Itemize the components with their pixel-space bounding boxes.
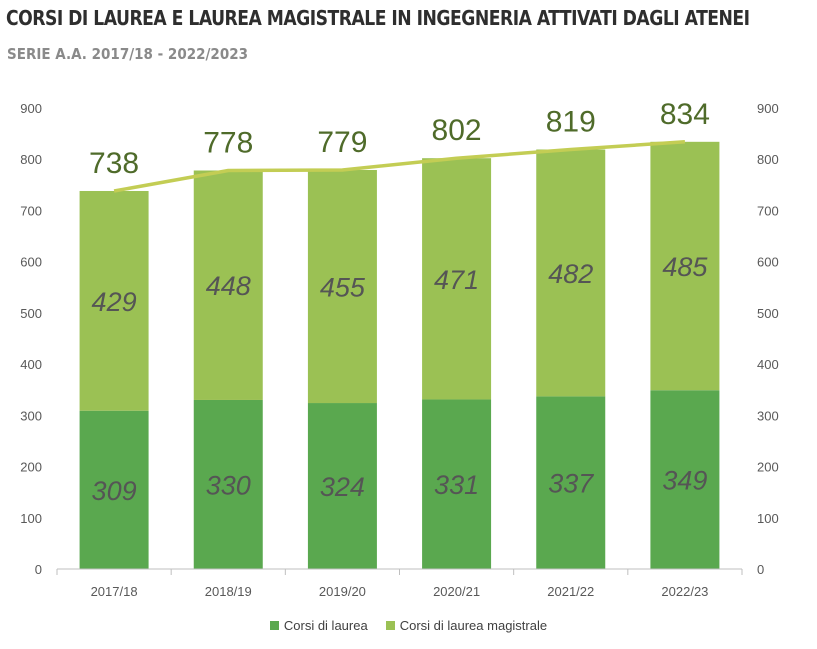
bar-magistrale <box>650 141 720 391</box>
y-tick-left-label: 200 <box>20 460 42 475</box>
data-label-laurea: 324 <box>320 472 365 502</box>
total-label: 738 <box>89 147 139 180</box>
y-tick-right-label: 0 <box>757 562 764 577</box>
bar-laurea <box>422 399 492 569</box>
data-label-laurea: 337 <box>548 469 594 499</box>
total-label: 778 <box>203 126 253 159</box>
data-label-laurea: 349 <box>662 466 707 496</box>
legend-swatch-magistrale <box>385 621 395 630</box>
x-tick-label: 2021/22 <box>547 584 594 599</box>
bar-magistrale <box>422 158 492 400</box>
legend-swatch-laurea <box>269 621 279 630</box>
y-tick-right-label: 700 <box>757 203 779 218</box>
data-label-magistrale: 429 <box>92 287 137 317</box>
y-tick-left-label: 300 <box>20 408 42 423</box>
chart-title: CORSI DI LAUREA E LAUREA MAGISTRALE IN I… <box>6 6 750 30</box>
bar-magistrale <box>193 170 263 400</box>
bar-laurea <box>650 390 720 569</box>
x-tick-label: 2022/23 <box>661 584 708 599</box>
chart-subtitle: SERIE A.A. 2017/18 - 2022/2023 <box>7 45 249 63</box>
y-tick-right-label: 200 <box>757 460 779 475</box>
data-label-laurea: 309 <box>92 476 137 506</box>
y-tick-right-label: 500 <box>757 306 779 321</box>
y-tick-right-label: 300 <box>757 408 779 423</box>
data-label-magistrale: 455 <box>320 273 366 303</box>
data-label-magistrale: 448 <box>206 271 251 301</box>
y-tick-left-label: 600 <box>20 255 42 270</box>
y-tick-left-label: 500 <box>20 306 42 321</box>
legend-item-laurea: Corsi di laurea <box>269 618 368 633</box>
legend: Corsi di laurea Corsi di laurea magistra… <box>0 618 817 633</box>
bar-laurea <box>307 403 377 569</box>
total-line <box>113 140 686 193</box>
y-tick-left-label: 800 <box>20 152 42 167</box>
data-label-magistrale: 482 <box>548 259 593 289</box>
data-label-magistrale: 485 <box>662 252 708 282</box>
y-tick-left-label: 400 <box>20 357 42 372</box>
y-tick-right-label: 400 <box>757 357 779 372</box>
total-label: 802 <box>432 114 482 147</box>
y-tick-left-label: 900 <box>20 101 42 116</box>
y-tick-left-label: 0 <box>35 562 42 577</box>
bar-magistrale <box>536 149 606 397</box>
y-tick-left-label: 700 <box>20 203 42 218</box>
y-tick-right-label: 100 <box>757 511 779 526</box>
total-label: 834 <box>660 98 710 131</box>
y-tick-right-label: 900 <box>757 101 779 116</box>
y-tick-right-label: 800 <box>757 152 779 167</box>
bar-laurea <box>536 396 606 569</box>
data-label-magistrale: 471 <box>434 265 479 295</box>
bar-magistrale <box>307 169 377 404</box>
data-label-laurea: 330 <box>206 470 251 500</box>
x-tick-label: 2017/18 <box>91 584 138 599</box>
bar-magistrale <box>79 190 149 411</box>
data-label-laurea: 331 <box>434 470 479 500</box>
x-tick-label: 2018/19 <box>205 584 252 599</box>
total-label: 779 <box>317 126 367 159</box>
x-tick-label: 2019/20 <box>319 584 366 599</box>
bar-laurea <box>193 399 263 569</box>
y-tick-right-label: 600 <box>757 255 779 270</box>
x-tick-label: 2020/21 <box>433 584 480 599</box>
legend-label-laurea: Corsi di laurea <box>283 618 368 633</box>
legend-item-magistrale: Corsi di laurea magistrale <box>385 618 548 633</box>
y-tick-left-label: 100 <box>20 511 42 526</box>
total-label: 819 <box>546 105 596 138</box>
bar-laurea <box>79 410 149 569</box>
legend-label-magistrale: Corsi di laurea magistrale <box>399 618 548 633</box>
